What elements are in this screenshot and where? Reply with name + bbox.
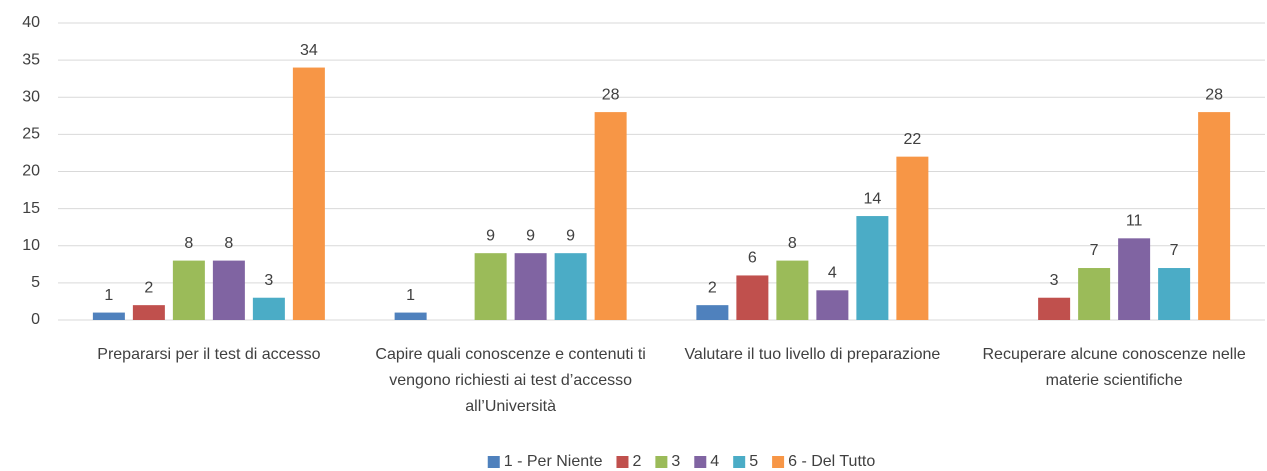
data-label: 1 xyxy=(104,287,113,304)
bar xyxy=(594,112,627,320)
y-tick-label: 0 xyxy=(31,311,40,328)
bar xyxy=(172,260,205,320)
legend-label: 4 xyxy=(710,453,719,470)
data-label: 9 xyxy=(486,227,495,244)
data-label: 4 xyxy=(828,265,837,282)
x-tick-label: Valutare il tuo livello di preparazione xyxy=(684,346,940,363)
legend-swatch xyxy=(655,456,668,468)
data-label: 14 xyxy=(863,190,881,207)
y-tick-label: 10 xyxy=(22,237,40,254)
y-tick-label: 15 xyxy=(22,200,40,217)
data-label: 9 xyxy=(566,227,575,244)
bar xyxy=(856,216,889,320)
bar xyxy=(896,156,929,320)
y-tick-label: 40 xyxy=(22,14,40,31)
data-label: 34 xyxy=(300,42,318,59)
bar xyxy=(696,305,729,320)
bar xyxy=(292,67,325,320)
legend-swatch xyxy=(694,456,707,468)
bar xyxy=(394,312,427,320)
x-tick-label: Capire quali conoscenze e contenuti ti ve… xyxy=(375,346,645,415)
legend-swatch xyxy=(733,456,746,468)
data-label: 22 xyxy=(903,131,921,148)
y-tick-label: 35 xyxy=(22,51,40,68)
data-label: 1 xyxy=(406,287,415,304)
data-label: 7 xyxy=(1170,242,1179,259)
data-label: 28 xyxy=(602,86,620,103)
data-label: 2 xyxy=(708,279,717,296)
legend-label: 1 - Per Niente xyxy=(504,453,603,470)
y-tick-label: 25 xyxy=(22,126,40,143)
data-label: 3 xyxy=(1050,272,1059,289)
data-label: 8 xyxy=(788,235,797,252)
y-tick-label: 5 xyxy=(31,274,40,291)
bar xyxy=(252,297,285,320)
legend-swatch xyxy=(487,456,500,468)
data-label: 28 xyxy=(1205,86,1223,103)
bar xyxy=(514,253,547,320)
data-label: 7 xyxy=(1090,242,1099,259)
data-label: 3 xyxy=(264,272,273,289)
data-label: 9 xyxy=(526,227,535,244)
bar xyxy=(132,305,165,320)
bar xyxy=(212,260,245,320)
x-tick-label: Recuperare alcune conoscenze nelle materi… xyxy=(982,346,1245,389)
bar xyxy=(1158,268,1191,320)
bar xyxy=(474,253,507,320)
y-tick-label: 30 xyxy=(22,88,40,105)
legend-label: 3 xyxy=(671,453,680,470)
bar xyxy=(1198,112,1231,320)
data-label: 6 xyxy=(748,250,757,267)
data-label: 8 xyxy=(224,235,233,252)
x-tick-label: Prepararsi per il test di accesso xyxy=(97,346,320,363)
legend-swatch xyxy=(772,456,785,468)
bar xyxy=(816,290,849,320)
legend-label: 2 xyxy=(632,453,641,470)
bar xyxy=(736,275,769,320)
data-label: 8 xyxy=(184,235,193,252)
bar xyxy=(1038,297,1071,320)
bar xyxy=(554,253,587,320)
legend-label: 6 - Del Tutto xyxy=(788,453,875,470)
bar xyxy=(1078,268,1111,320)
legend-label: 5 xyxy=(749,453,758,470)
data-label: 11 xyxy=(1126,213,1143,230)
bar xyxy=(776,260,809,320)
bar xyxy=(1118,238,1151,320)
legend-swatch xyxy=(616,456,629,468)
data-label: 2 xyxy=(144,279,153,296)
y-tick-label: 20 xyxy=(22,163,40,180)
bar xyxy=(92,312,125,320)
